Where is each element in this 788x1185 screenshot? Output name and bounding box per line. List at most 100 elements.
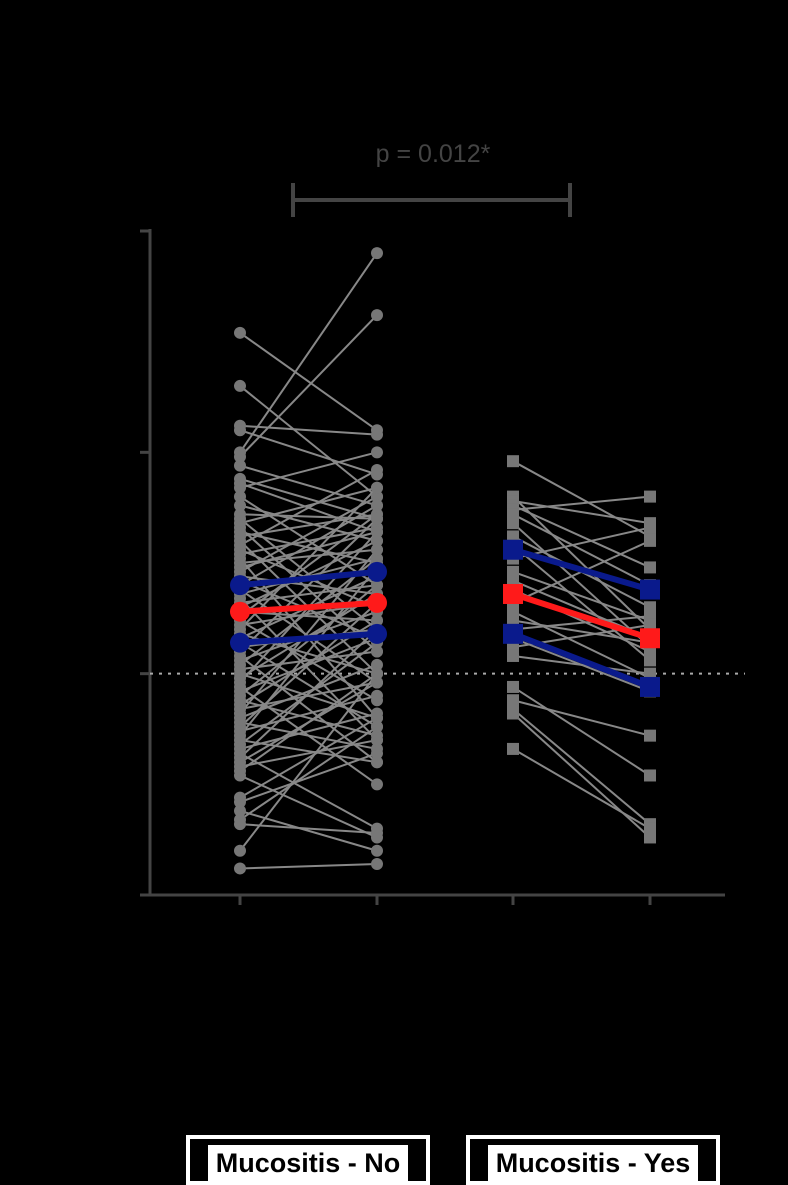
xlabel-subscript: 3 <box>380 955 397 964</box>
median-line-t1-point <box>367 592 387 613</box>
patient-line <box>239 863 378 870</box>
point-t0 <box>234 804 246 817</box>
xlabel-subscript: 3 <box>653 949 670 958</box>
median-line-t0-point <box>230 601 250 622</box>
patient-line <box>512 504 651 569</box>
quartile-q3-line-t0-point <box>503 539 523 560</box>
point-t1 <box>371 747 383 760</box>
point-t0 <box>234 450 246 463</box>
point-t1 <box>371 614 383 627</box>
point-t0 <box>507 742 519 755</box>
point-t1 <box>371 720 383 733</box>
group-label-yes: Mucositis - Yes <box>487 1145 699 1181</box>
point-t1 <box>371 309 383 322</box>
point-t0 <box>507 455 519 468</box>
point-t1 <box>371 676 383 689</box>
point-t1 <box>644 490 656 503</box>
x-tick-label: 25(OH)D3- T1 <box>638 908 670 1050</box>
patient-line <box>512 513 651 587</box>
x-tick-label: 25(OH)D3- T0 <box>501 908 533 1050</box>
patient-line <box>239 752 378 803</box>
point-t1 <box>644 521 656 534</box>
patient-line <box>239 725 378 821</box>
title-part: levels at T0 and T1 in patients with <box>278 3 730 33</box>
group-label-box-yes: Mucositis - Yes <box>466 1135 720 1185</box>
point-t1 <box>371 778 383 791</box>
point-t1 <box>371 499 383 512</box>
xlabel-part: 25(OH)D <box>638 958 664 1050</box>
xlabel-part: 25(OH)D <box>365 964 391 1056</box>
point-t1 <box>371 667 383 680</box>
patient-line <box>239 681 378 711</box>
patient-line <box>239 672 378 772</box>
xlabel-subscript: 3 <box>516 949 533 958</box>
quartile-q1-line-t1-point <box>640 676 660 697</box>
patient-line <box>239 526 378 653</box>
point-t1 <box>371 711 383 724</box>
patient-line <box>512 610 651 679</box>
xlabel-part: 25(OH)D <box>228 964 254 1056</box>
patient-line <box>512 699 651 737</box>
patient-line <box>512 748 651 830</box>
patient-line <box>239 314 378 458</box>
point-t0 <box>234 490 246 503</box>
point-t1 <box>644 729 656 742</box>
quartile-q3-line-t0-point <box>230 575 250 596</box>
point-t1 <box>644 667 656 680</box>
patient-line <box>239 451 378 489</box>
point-t1 <box>371 543 383 556</box>
point-t0 <box>507 508 519 521</box>
point-t1 <box>371 645 383 658</box>
patient-line <box>512 522 651 648</box>
x-tick-label: 25(OH)D3 - T1 <box>365 908 397 1056</box>
patient-line <box>239 717 378 799</box>
y-tick-label: 100 <box>96 439 138 467</box>
median-line <box>512 591 651 642</box>
point-t0 <box>234 481 246 494</box>
significance-annotation: p = 0.012* <box>291 140 572 217</box>
point-t0 <box>234 326 246 339</box>
patient-line <box>239 566 378 737</box>
patient-line <box>512 615 651 631</box>
patient-line <box>239 464 378 507</box>
quartile-q1-line-t1-point <box>367 623 387 644</box>
data-series <box>230 247 660 875</box>
point-t0 <box>234 796 246 809</box>
point-t1 <box>644 822 656 835</box>
quartile-q3-line-t1-point <box>640 579 660 600</box>
point-t0 <box>234 844 246 857</box>
patient-line <box>239 504 378 542</box>
quartile-q3-line <box>512 546 651 593</box>
x-tick-label: 25(OH)D3 - T0 <box>228 908 260 1056</box>
patient-line <box>239 331 378 432</box>
point-t1 <box>371 481 383 494</box>
point-t1 <box>371 734 383 747</box>
series-mucositis-yes <box>503 455 660 844</box>
quartile-q1-line <box>511 631 652 690</box>
title-part: 25(OH)D <box>160 3 268 33</box>
patient-line <box>239 513 378 617</box>
y-axis-label: 25(OH)D3 (nmol/L) <box>6 455 40 670</box>
patient-line <box>512 619 651 644</box>
xlabel-part: - T0 <box>228 908 254 955</box>
ylabel-part: (nmol/L) <box>6 455 34 561</box>
patient-line <box>512 460 651 538</box>
point-t1 <box>371 428 383 441</box>
point-t0 <box>507 680 519 693</box>
median-line-t1-point <box>640 628 660 649</box>
point-t0 <box>234 424 246 437</box>
quartile-q1-line-t0-point <box>503 623 523 644</box>
point-t0 <box>507 649 519 662</box>
point-t1 <box>371 526 383 539</box>
patient-line <box>239 752 378 830</box>
point-t1 <box>371 858 383 871</box>
xlabel-part: - T1 <box>365 908 391 955</box>
y-tick-label: 0 <box>124 882 138 910</box>
patient-line <box>239 823 378 835</box>
quartile-q3-line <box>239 568 378 589</box>
xlabel-subscript: 3 <box>243 955 260 964</box>
point-t1 <box>371 534 383 547</box>
patient-line <box>239 385 378 498</box>
